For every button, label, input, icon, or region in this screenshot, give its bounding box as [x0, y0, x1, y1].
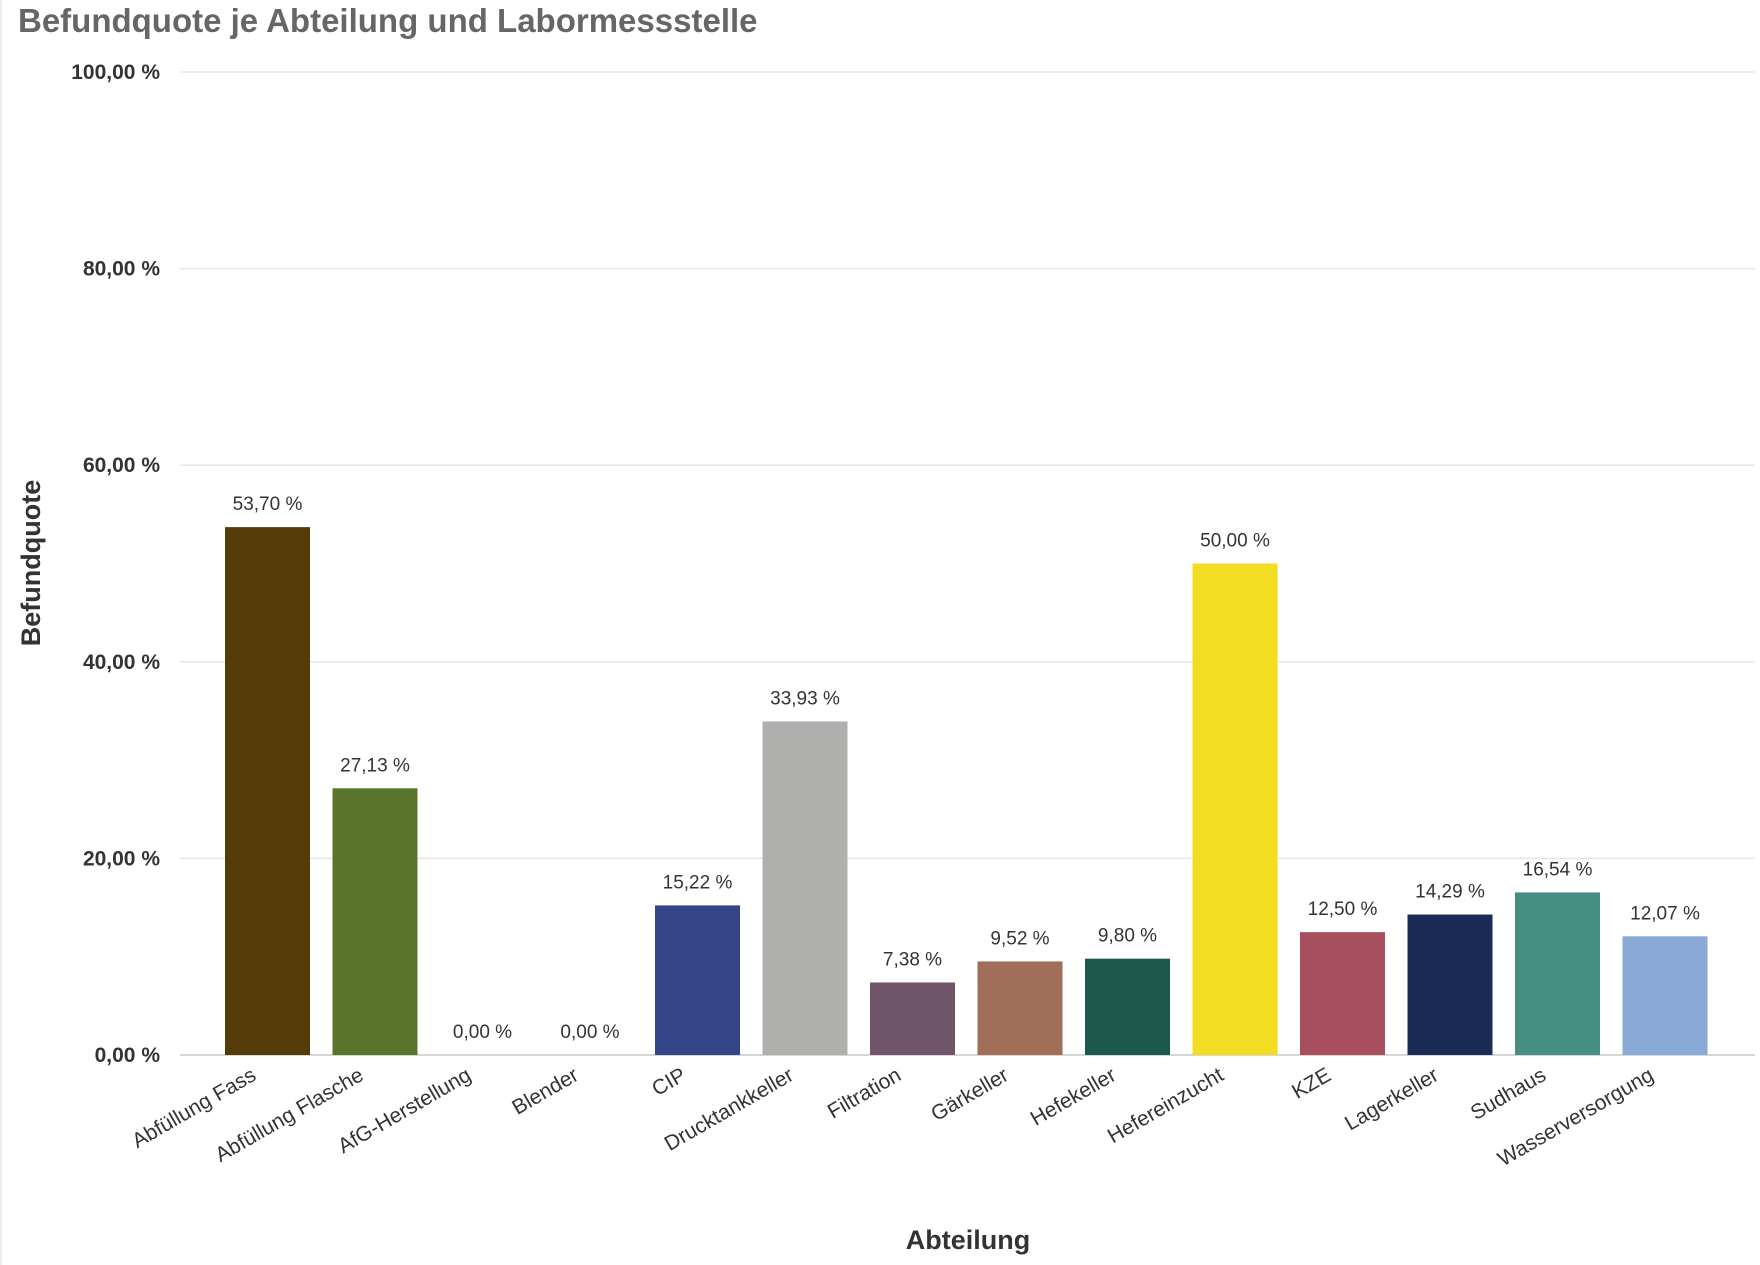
bar	[977, 961, 1063, 1055]
bar	[655, 905, 740, 1055]
y-axis-title: Befundquote	[16, 480, 46, 646]
data-label: 12,07 %	[1630, 903, 1700, 924]
data-labels: 53,70 % 27,13 % 0,00 % 0,00 % 15,22 % 33,93 %…	[233, 494, 1700, 1043]
y-tick-label: 40,00 %	[83, 651, 160, 674]
x-tick-label: Hefereinzucht	[1104, 1063, 1228, 1148]
x-tick-label: Hefekeller	[1027, 1063, 1120, 1130]
x-tick-label: Blender	[508, 1063, 582, 1119]
bar	[1622, 936, 1708, 1055]
data-label: 14,29 %	[1415, 882, 1485, 903]
data-label: 7,38 %	[883, 949, 942, 970]
bar	[762, 721, 848, 1055]
bar	[1192, 563, 1278, 1055]
bar	[1300, 932, 1385, 1055]
data-label: 27,13 %	[340, 755, 410, 776]
data-label: 9,80 %	[1098, 926, 1157, 947]
x-tick-label: Lagerkeller	[1341, 1063, 1442, 1135]
data-label: 15,22 %	[663, 872, 733, 893]
data-label: 0,00 %	[453, 1022, 512, 1043]
x-tick-label: Gärkeller	[927, 1063, 1012, 1126]
x-axis-title: Abteilung	[906, 1225, 1030, 1255]
data-label: 50,00 %	[1200, 531, 1270, 552]
bar	[1085, 958, 1170, 1055]
bar	[1407, 914, 1493, 1055]
y-tick-label: 0,00 %	[95, 1044, 161, 1067]
y-tick-label: 100,00 %	[71, 61, 160, 84]
y-tick-label: 80,00 %	[83, 258, 160, 281]
y-tick-label: 60,00 %	[83, 454, 160, 477]
x-tick-label: Sudhaus	[1467, 1063, 1550, 1124]
bar	[870, 982, 955, 1055]
x-tick-label: KZE	[1288, 1063, 1335, 1103]
x-tick-label: CIP	[648, 1063, 690, 1100]
data-label: 0,00 %	[560, 1022, 619, 1043]
data-label: 12,50 %	[1308, 899, 1378, 920]
chart-title: Befundquote je Abteilung und Labormessst…	[18, 2, 758, 39]
bar	[1515, 892, 1600, 1055]
y-tick-label: 20,00 %	[83, 847, 160, 870]
bar	[225, 527, 310, 1055]
data-label: 53,70 %	[233, 494, 303, 515]
x-tick-label: Filtration	[824, 1063, 905, 1123]
data-label: 33,93 %	[770, 688, 840, 709]
y-axis-ticks: 0,00 % 20,00 % 40,00 % 60,00 % 80,00 % 100,00…	[71, 61, 160, 1067]
data-label: 9,52 %	[990, 928, 1049, 949]
panel-edge	[0, 0, 2, 1265]
bar	[332, 788, 418, 1055]
bars	[225, 527, 1708, 1055]
data-label: 16,54 %	[1523, 859, 1593, 880]
